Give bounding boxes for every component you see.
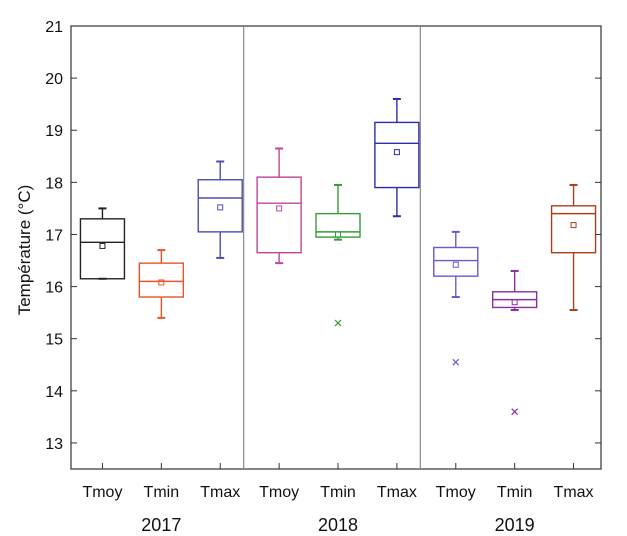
group-separators [243,26,421,469]
box-2018-Tmoy [256,147,302,265]
box-2019-Tmax [550,183,597,312]
x-category-label: Tmax [200,484,240,501]
x-category-label: Tmin [320,484,356,501]
x-category-label: Tmin [497,484,533,501]
y-axis: 13 14 15 16 17 18 19 20 21 [45,19,601,453]
y-tick-label: 20 [45,71,63,88]
y-tick-label: 13 [45,436,63,453]
box-2019-Tmin [491,269,538,416]
x-category-label: Tmoy [259,484,299,501]
y-tick-label: 15 [45,332,63,349]
x-category-label: Tmax [554,484,594,501]
mean-marker [511,299,518,306]
box-body [197,179,243,233]
outlier-marker [334,319,342,327]
box-2017-Tmin [138,249,185,319]
outlier-marker [452,358,460,366]
y-tick-label: 21 [45,19,63,36]
box-body [433,246,479,277]
x-category-label: Tmax [377,484,417,501]
mean-marker [276,205,283,212]
mean-marker [335,231,341,238]
box-2018-Tmax [374,97,420,218]
mean-marker [570,222,577,229]
y-tick-label: 16 [45,280,63,297]
mean-marker [217,204,224,211]
y-tick-label: 19 [45,123,63,140]
outlier-marker [511,408,519,416]
x-category-label: Tmin [144,484,180,501]
box-body [374,121,420,189]
x-group-label: 2019 [495,515,535,535]
x-group-label: 2018 [318,515,358,535]
box-2017-Tmax [197,160,243,259]
mean-marker [393,149,400,156]
y-tick-label: 14 [45,384,63,401]
box-body [79,218,126,280]
y-axis-label: Température (°C) [15,185,34,316]
mean-marker [99,242,106,249]
y-tick-label: 17 [45,227,63,244]
box-2018-Tmin [315,183,361,327]
boxes [79,97,597,416]
box-body [256,176,302,254]
plot-frame [70,25,602,470]
mean-marker [452,261,459,268]
box-2017-Tmoy [79,207,126,280]
mean-marker [158,279,165,286]
box-body [138,262,185,298]
box-2019-Tmoy [433,230,479,366]
box-body [315,212,361,238]
box-body [550,205,597,254]
y-tick-label: 18 [45,175,63,192]
x-group-label: 2017 [141,515,181,535]
x-axis-labels: Tmoy Tmin Tmax 2017 Tmoy Tmin Tmax 2018 Tmoy Tmin… [82,463,594,535]
x-category-label: Tmoy [82,484,122,501]
x-category-label: Tmoy [436,484,476,501]
